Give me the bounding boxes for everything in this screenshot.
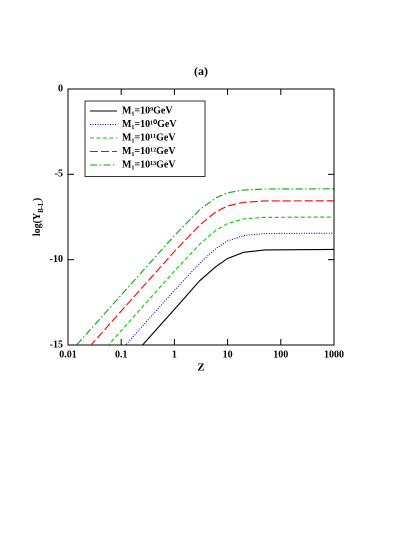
y-tick-label: -5 [55,169,63,180]
series-line [141,248,334,345]
x-tick-label: 100 [273,349,288,360]
series-line [90,200,334,345]
series-line [124,232,334,345]
series-line [107,216,334,345]
x-tick-label: 10 [223,349,233,360]
y-tick-label: -10 [50,254,63,265]
x-tick-label: 0.1 [115,349,128,360]
y-label-part: log(Y [32,212,43,236]
legend-label: M₁=10¹³GeV [122,159,176,170]
legend-label: M₁=10⁹GeV [122,105,173,116]
chart-title: (a) [194,64,208,78]
y-tick-label: 0 [58,83,63,94]
legend-label: M₁=10¹²GeV [122,146,176,157]
legend-label: M₁=10¹¹GeV [122,132,176,143]
x-tick-label: 1000 [324,349,344,360]
y-tick-label: -15 [50,339,63,350]
x-axis-label: Z [197,362,204,374]
y-label-sub: B-L [37,201,45,213]
y-label-part: ) [32,198,43,201]
y-axis-label: log(YB-L) [32,198,44,236]
legend-label: M₁=10¹⁰GeV [122,119,177,130]
legend-box [84,100,206,177]
lines [75,188,334,345]
series-line [75,188,334,345]
x-tick-label: 0.01 [59,349,77,360]
x-tick-label: 1 [172,349,177,360]
